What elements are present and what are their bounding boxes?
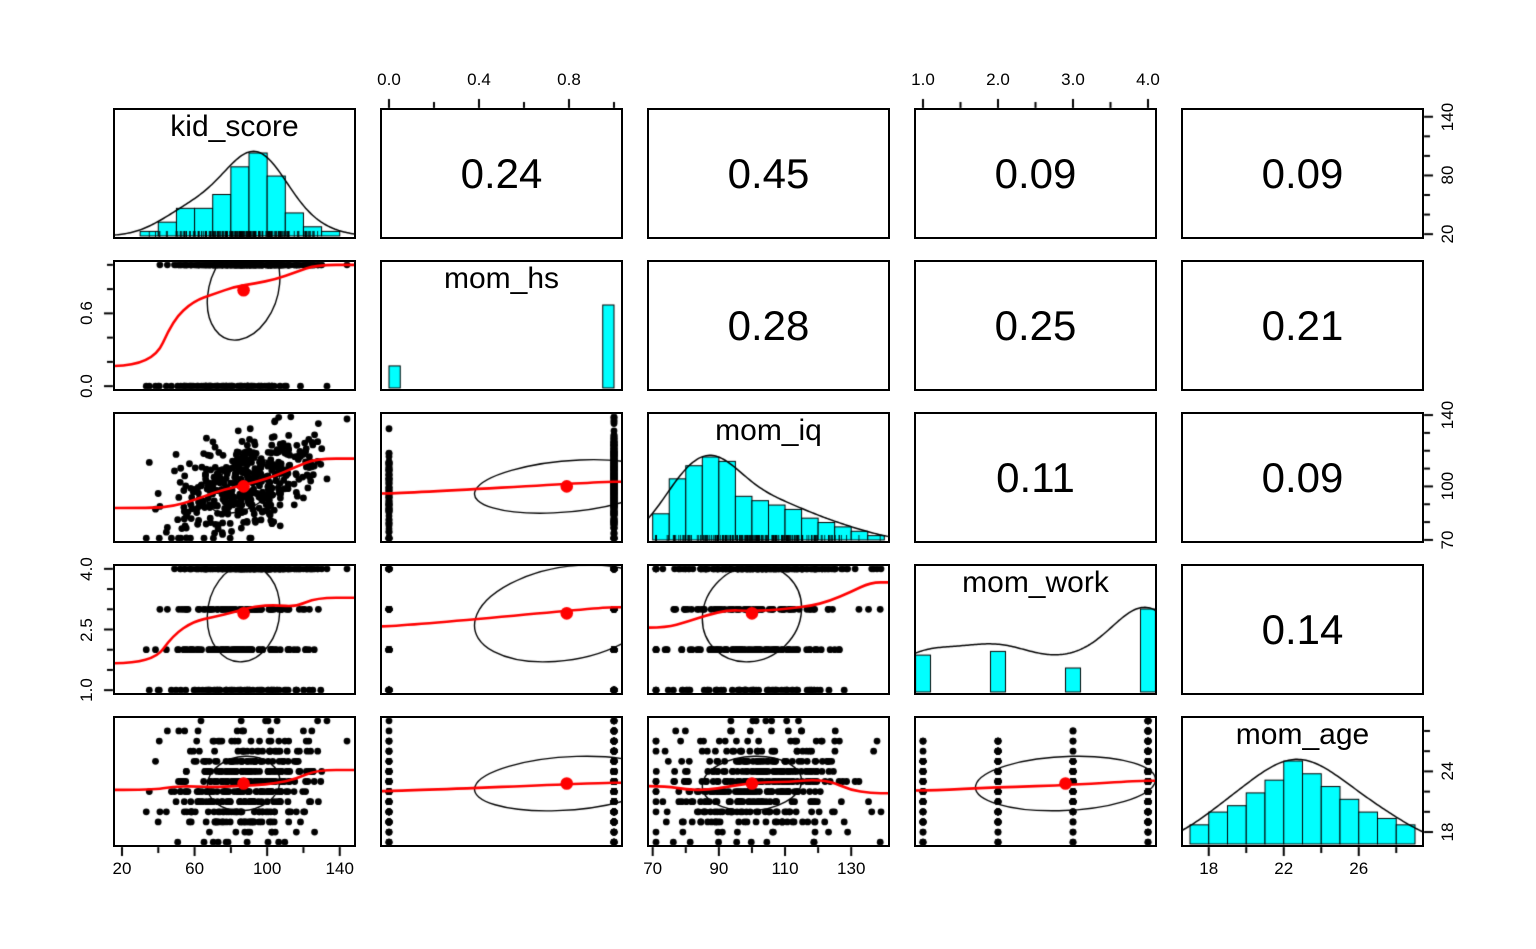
- scatterplot-matrix-figure: kid_score mom_hs mom_iq mom_work mom_age 0.24…: [0, 0, 1536, 949]
- plot-canvas: [0, 0, 1536, 949]
